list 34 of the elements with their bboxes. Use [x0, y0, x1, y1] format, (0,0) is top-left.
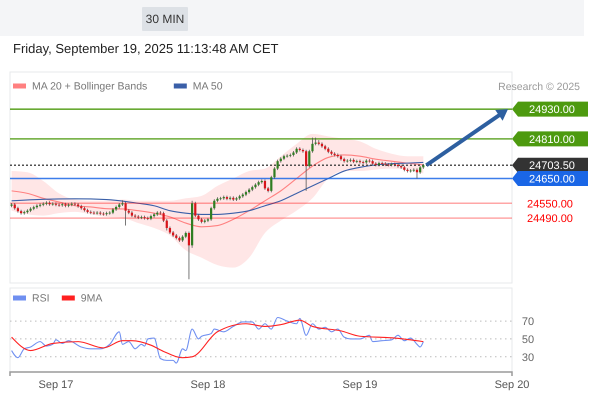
line-series — [11, 154, 424, 228]
candlestick — [96, 210, 98, 216]
x-tick-label: Sep 19 — [342, 379, 378, 391]
chart-subtitle: Friday, September 19, 2025 11:13:48 AM CET — [13, 41, 278, 56]
legend-label: MA 20 + Bollinger Bands — [32, 80, 148, 92]
x-tick-label: Sep 20 — [494, 379, 530, 391]
y-tick-label: 24490.00 — [527, 213, 573, 226]
candlestick — [194, 201, 196, 218]
candlestick — [286, 154, 288, 158]
line-series — [11, 316, 424, 364]
candlestick — [410, 168, 412, 173]
legend-label: RSI — [32, 292, 50, 304]
candlestick — [188, 231, 190, 280]
legend-label: 9MA — [80, 292, 102, 304]
legend-label: MA 50 — [192, 80, 223, 92]
y-tick-label: 50 — [522, 334, 534, 346]
candlestick — [390, 162, 393, 167]
candlestick — [264, 179, 266, 190]
y-tick-label: 24810.00 — [529, 134, 575, 146]
x-tick-label: Sep 17 — [38, 379, 74, 391]
line-series — [11, 162, 424, 215]
y-tick-label: 24550.00 — [527, 198, 573, 210]
y-tick-label: 24703.50 — [529, 160, 575, 172]
y-tick-label: 24650.00 — [529, 173, 575, 186]
annotation: Research © 2025 — [498, 81, 580, 93]
line-series — [11, 320, 424, 358]
y-tick-label: 30 — [522, 352, 534, 364]
x-tick-label: Sep 18 — [190, 379, 226, 391]
text: 30 MIN — [146, 12, 184, 26]
y-tick-label: 70 — [522, 316, 534, 328]
candlestick — [140, 215, 143, 220]
candlestick — [305, 149, 308, 192]
candlestick — [416, 168, 418, 179]
y-tick-label: 24930.00 — [529, 104, 575, 116]
